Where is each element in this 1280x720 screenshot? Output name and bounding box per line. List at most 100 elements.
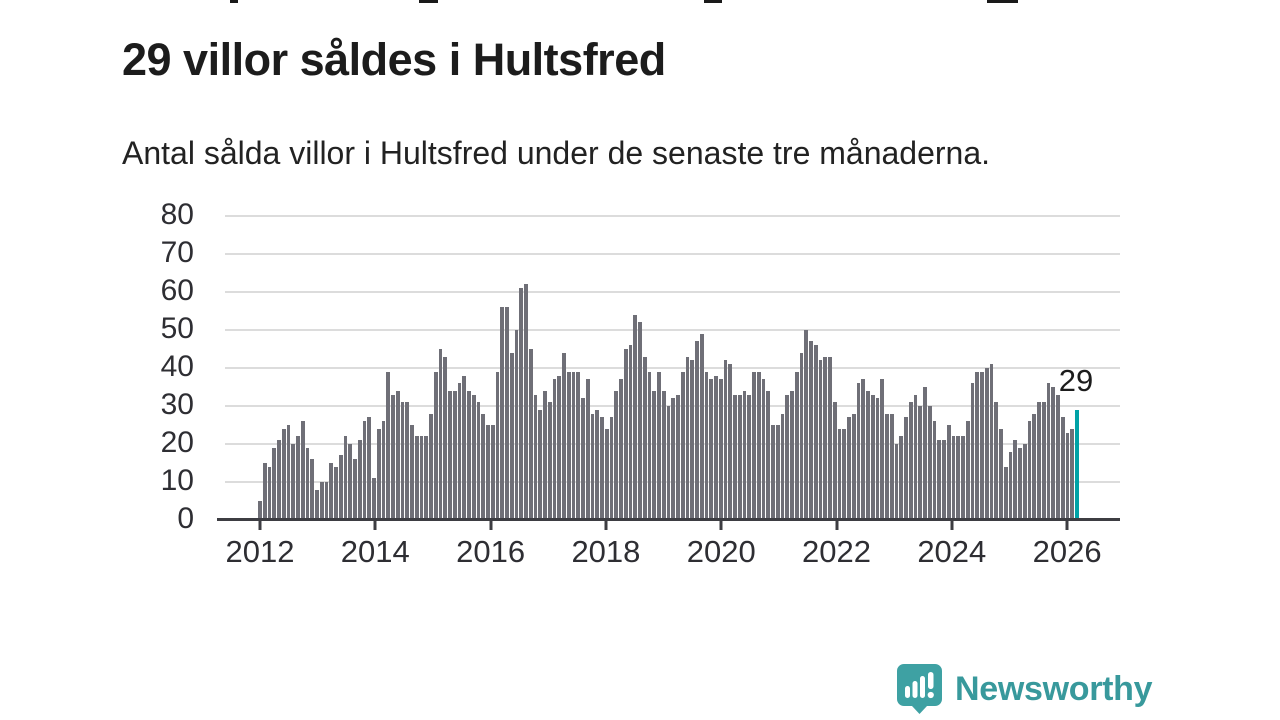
bar <box>400 402 405 520</box>
bar <box>296 436 300 520</box>
bar <box>752 371 756 520</box>
bar <box>585 379 590 520</box>
bar <box>856 383 861 520</box>
bar <box>509 352 514 520</box>
bar <box>372 478 376 520</box>
bar <box>728 364 732 520</box>
bar <box>780 413 785 520</box>
bar <box>984 368 989 520</box>
bar <box>961 436 965 520</box>
bar <box>281 428 286 520</box>
bar <box>666 406 671 520</box>
bar <box>714 375 718 520</box>
y-axis-tick-label: 60 <box>160 273 194 307</box>
bar <box>514 330 519 520</box>
bar <box>391 394 395 520</box>
x-axis-tick <box>950 521 954 530</box>
y-axis-tick-label: 30 <box>160 387 194 421</box>
bar <box>794 371 799 520</box>
bar <box>932 421 937 520</box>
bar <box>737 394 742 520</box>
bar <box>761 379 766 520</box>
bar <box>343 436 348 520</box>
bar <box>1051 387 1055 520</box>
bar <box>1008 451 1013 520</box>
bar <box>851 413 856 520</box>
bar <box>500 307 504 520</box>
bar <box>519 288 523 520</box>
bar <box>533 394 538 520</box>
bar <box>362 421 367 520</box>
bar <box>880 379 884 520</box>
bar <box>733 394 737 520</box>
x-axis-tick <box>835 521 838 530</box>
x-axis-tick-label: 2012 <box>225 534 295 569</box>
bar <box>562 352 566 520</box>
bar <box>628 345 633 520</box>
bar <box>885 413 889 520</box>
bars <box>258 216 1079 520</box>
bar <box>999 428 1003 520</box>
y-axis-tick-label: 50 <box>160 311 194 345</box>
x-axis-tick <box>719 521 723 530</box>
bar <box>267 466 272 520</box>
bar <box>486 425 490 520</box>
bar <box>742 390 747 520</box>
bar <box>566 371 571 520</box>
bar <box>847 417 851 520</box>
bar <box>495 371 500 520</box>
bar <box>405 402 409 520</box>
bar <box>823 356 827 520</box>
bar <box>414 436 419 520</box>
bar <box>894 444 899 520</box>
bar <box>813 345 818 520</box>
y-axis-tick-label: 70 <box>160 235 194 269</box>
bar <box>989 364 994 520</box>
bar <box>908 402 913 520</box>
bar <box>1027 421 1032 520</box>
gridline <box>225 215 1120 217</box>
bar <box>595 409 599 520</box>
logo-text: Newsworthy <box>955 670 1153 708</box>
bar <box>980 371 984 520</box>
y-axis-tick-label: 40 <box>160 349 194 383</box>
bar <box>870 394 875 520</box>
bar <box>305 447 310 520</box>
bar <box>951 436 956 520</box>
bar <box>600 417 604 520</box>
bar <box>272 447 276 520</box>
bar <box>1037 402 1041 520</box>
clipped-text-artifact <box>230 0 238 3</box>
x-axis: 2012 2014 2016 2018 2020 2022 2024 2026 <box>225 519 1102 567</box>
bar <box>718 379 723 520</box>
x-axis-tick <box>489 521 493 530</box>
y-axis-tick-label: 0 <box>177 501 194 535</box>
clipped-text-artifact <box>704 0 722 3</box>
bar <box>528 349 533 520</box>
bar <box>747 394 751 520</box>
bar <box>547 402 552 520</box>
chart-subtitle: Antal sålda villor i Hultsfred under de … <box>122 135 991 171</box>
bar <box>481 413 485 520</box>
bar <box>571 371 576 520</box>
bar <box>609 417 614 520</box>
bar <box>699 333 704 520</box>
bar <box>832 402 837 520</box>
bar <box>899 436 903 520</box>
bar <box>604 428 609 520</box>
bar <box>904 417 908 520</box>
bar <box>842 428 846 520</box>
bar <box>381 421 386 520</box>
bar <box>424 436 428 520</box>
bar <box>676 394 680 520</box>
bar <box>310 459 314 520</box>
bar <box>913 394 918 520</box>
bar <box>452 390 457 520</box>
bar <box>657 371 661 520</box>
bar <box>1013 440 1017 520</box>
newsworthy-logo: Newsworthy <box>897 664 1153 714</box>
bar <box>647 371 652 520</box>
bar <box>923 387 927 520</box>
bar <box>1056 394 1060 520</box>
last-value-label: 29 <box>1058 363 1094 398</box>
